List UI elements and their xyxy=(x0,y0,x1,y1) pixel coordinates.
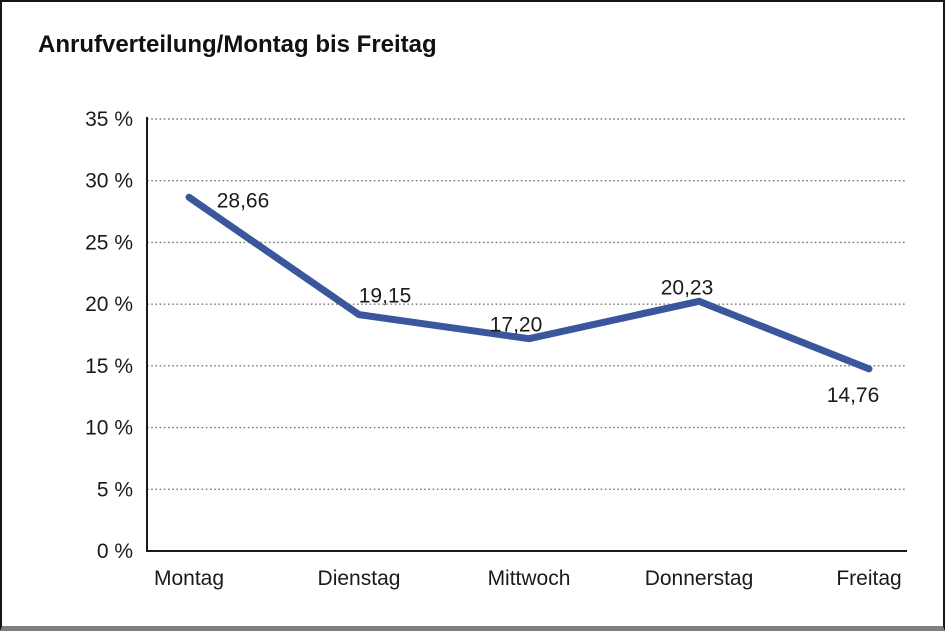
y-tick-label: 25 % xyxy=(85,231,133,254)
y-tick-label: 0 % xyxy=(97,540,133,563)
x-category-label: Dienstag xyxy=(318,567,401,590)
y-tick-label: 10 % xyxy=(85,417,133,440)
data-point-label: 14,76 xyxy=(827,384,880,407)
y-tick-label: 15 % xyxy=(85,355,133,378)
data-point-label: 28,66 xyxy=(217,189,270,212)
y-tick-label: 20 % xyxy=(85,293,133,316)
x-category-label: Montag xyxy=(154,567,224,590)
x-category-label: Freitag xyxy=(836,567,901,590)
x-category-label: Donnerstag xyxy=(645,567,754,590)
data-point-label: 17,20 xyxy=(490,314,543,337)
chart-title: Anrufverteilung/Montag bis Freitag xyxy=(38,31,437,58)
data-point-label: 19,15 xyxy=(359,285,412,308)
y-tick-label: 5 % xyxy=(97,478,133,501)
data-point-label: 20,23 xyxy=(661,276,714,299)
x-category-label: Mittwoch xyxy=(488,567,571,590)
series-line xyxy=(185,193,873,373)
y-tick-label: 30 % xyxy=(85,170,133,193)
y-tick-label: 35 % xyxy=(85,108,133,131)
